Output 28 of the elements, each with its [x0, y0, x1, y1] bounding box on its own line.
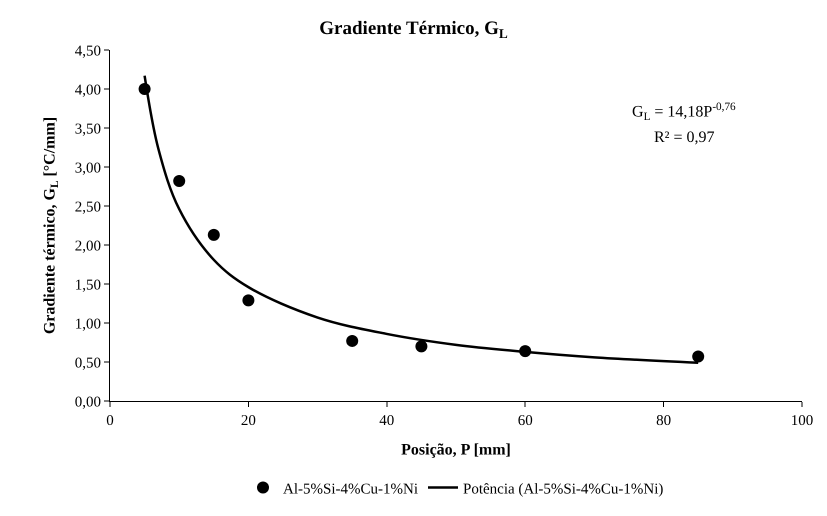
point — [346, 334, 358, 347]
point — [173, 175, 186, 188]
x-tick-label: 40 — [379, 413, 394, 429]
point — [242, 294, 254, 306]
y-tick-label: 1,00 — [74, 316, 101, 332]
y-tick-label: 0,50 — [74, 355, 101, 372]
x-tick-label: 20 — [240, 413, 256, 429]
annotation: R² = 0,97 — [654, 129, 714, 146]
y-tick-label: 1,50 — [74, 277, 101, 294]
point — [208, 228, 220, 241]
legend-label: Potência (Al-5%Si-4%Cu-1%Ni) — [463, 481, 664, 498]
y-tick-label: 4,50 — [74, 43, 101, 60]
x-axis-title: Posição, P [mm] — [401, 442, 511, 459]
point — [415, 340, 428, 352]
y-tick-label: 4,00 — [74, 82, 101, 98]
legend-label: Al-5%Si-4%Cu-1%Ni — [283, 481, 418, 498]
annotation: G$_{L}$ = 14,18P$^{-0,76}$ — [632, 101, 736, 124]
point — [692, 350, 704, 363]
y-tick-label: 2,50 — [74, 199, 101, 216]
x-tick-label: 0 — [106, 413, 114, 429]
y-tick-label: 0,00 — [74, 394, 101, 410]
y-tick-label: 3,00 — [74, 160, 101, 176]
x-tick-label: 60 — [518, 413, 533, 429]
x-tick-label: 100 — [790, 413, 814, 429]
x-tick-label: 80 — [656, 413, 672, 429]
chart-title: Gradiente Térmico, G$_{L}$ — [319, 18, 508, 41]
y-tick-label: 2,00 — [74, 238, 101, 254]
y-tick-label: 3,50 — [74, 121, 101, 138]
